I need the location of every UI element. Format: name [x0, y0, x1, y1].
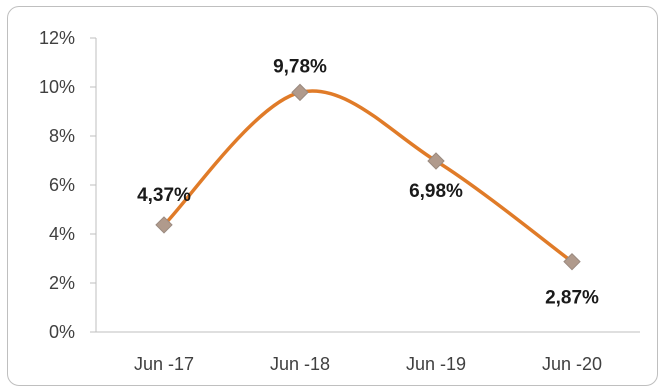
y-tick-label: 0%	[49, 322, 75, 342]
x-tick-label: Jun -18	[270, 354, 330, 374]
data-labels: 4,37% 9,78% 6,98% 2,87%	[137, 56, 599, 308]
x-tick-label: Jun -20	[542, 354, 602, 374]
y-tick-label: 8%	[49, 126, 75, 146]
data-point-marker	[155, 216, 173, 234]
series-line	[162, 89, 574, 264]
y-axis-ticks: 0% 2% 4% 6% 8% 10% 12%	[39, 28, 96, 342]
series	[155, 83, 581, 271]
y-tick-label: 2%	[49, 273, 75, 293]
data-label: 9,78%	[273, 56, 327, 77]
chart-frame	[7, 6, 658, 386]
x-tick-label: Jun -19	[406, 354, 466, 374]
data-label: 4,37%	[137, 185, 191, 206]
y-tick-label: 4%	[49, 224, 75, 244]
data-point-marker	[427, 152, 445, 170]
y-tick-label: 12%	[39, 28, 75, 48]
x-axis-ticks: Jun -17 Jun -18 Jun -19 Jun -20	[134, 354, 602, 374]
data-point-marker	[291, 83, 309, 102]
y-tick-label: 10%	[39, 77, 75, 97]
y-tick-label: 6%	[49, 175, 75, 195]
data-label: 2,87%	[545, 288, 599, 309]
data-label: 6,98%	[409, 181, 463, 202]
data-point-marker	[563, 252, 581, 271]
x-tick-label: Jun -17	[134, 354, 194, 374]
